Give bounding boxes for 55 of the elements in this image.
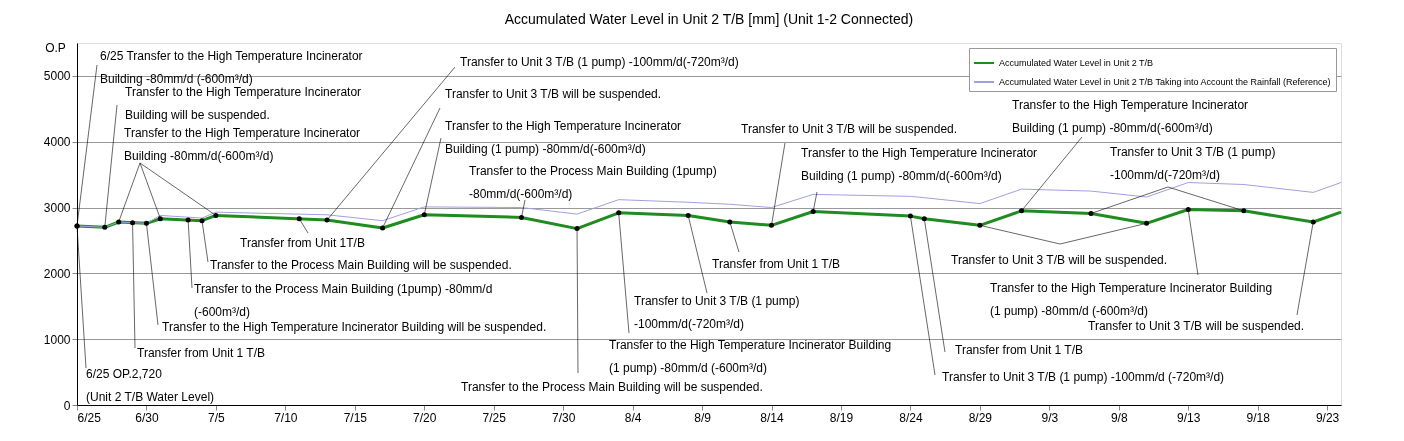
annotation: Transfer to Unit 3 T/B will be suspended. (445, 87, 662, 101)
annotation: Transfer from Unit 1T/B (240, 236, 365, 250)
x-tick-label: 8/29 (968, 410, 993, 425)
x-tick-label: 6/25 (77, 410, 102, 425)
annotation: Transfer to the High Temperature Incinerator Building will be suspended. (125, 85, 362, 122)
annotation: Transfer to the Process Main Building (1pump) -80mm/d (-600m³/d) (194, 282, 493, 319)
x-tick-label: 8/24 (899, 410, 923, 425)
x-tick-label: 7/25 (482, 410, 507, 425)
x-tick-label: 8/4 (624, 410, 642, 425)
annotation: Transfer to the High Temperature Incinerator Building will be suspended. (162, 320, 547, 334)
y-tick-label: 0 (63, 398, 71, 413)
x-tick-label: 8/14 (760, 410, 785, 425)
y-tick-label: 2000 (43, 266, 71, 281)
y-tick-label: 4000 (43, 135, 71, 150)
annotation: 6/25 Transfer to the High Temperature Incinerator Building -80mm/d (-600m³/d) (100, 49, 363, 86)
annotation: Transfer to the High Temperature Incinerator Building (1 pump) -80mm/d(-600m³/d) (801, 146, 1038, 183)
y-axis-title: O.P (45, 40, 66, 55)
annotation: Transfer from Unit 1 T/B (712, 257, 841, 271)
x-tick-label: 9/23 (1315, 410, 1340, 425)
x-tick-label: 9/13 (1177, 410, 1201, 425)
x-tick-label: 7/15 (343, 410, 368, 425)
legend-label: Accumulated Water Level in Unit 2 T/B (999, 58, 1154, 68)
x-tick-label: 8/9 (694, 410, 712, 425)
x-tick-label: 6/30 (135, 410, 159, 425)
annotation: Transfer to Unit 3 T/B (1 pump) -100mm/d(-720m³/d) (1110, 145, 1276, 182)
annotation: Transfer to the High Temperature Incinerator Building -80mm/d(-600m³/d) (124, 126, 361, 163)
annotation: Transfer from Unit 1 T/B (137, 346, 266, 360)
x-tick-label: 8/19 (829, 410, 854, 425)
annotation: Transfer to Unit 3 T/B will be suspended. (951, 253, 1168, 267)
annotation: Transfer from Unit 1 T/B (955, 343, 1084, 357)
annotation: Transfer to the High Temperature Incinerator Building (1 pump) -80mm/d(-600m³/d) (445, 119, 682, 156)
annotation: Transfer to Unit 3 T/B will be suspended. (741, 122, 958, 136)
chart-title: Accumulated Water Level in Unit 2 T/B [mm] (Unit 1-2 Connected) (504, 11, 914, 27)
annotation: Transfer to Unit 3 T/B (1 pump) -100mm/d (-720m³/d) (942, 370, 1225, 384)
x-tick-label: 7/20 (413, 410, 437, 425)
x-tick-label: 9/18 (1246, 410, 1271, 425)
x-tick-label: 7/10 (274, 410, 298, 425)
y-tick-label: 5000 (43, 69, 71, 84)
annotation: Transfer to Unit 3 T/B (1 pump) -100mm/d(-720m³/d) (634, 294, 800, 331)
y-tick-label: 1000 (43, 332, 71, 347)
annotation: Transfer to the Process Main Building (1pump) -80mm/d(-600m³/d) (469, 164, 717, 201)
x-tick-label: 9/8 (1110, 410, 1128, 425)
annotation: Transfer to the Process Main Building will be suspended. (461, 380, 763, 394)
legend-label: Accumulated Water Level in Unit 2 T/B Taking into Account the Rainfall (Reference) (999, 77, 1331, 87)
annotation: Transfer to the Process Main Building will be suspended. (210, 258, 512, 272)
x-tick-label: 7/5 (208, 410, 226, 425)
annotation: Transfer to Unit 3 T/B will be suspended. (1088, 319, 1305, 333)
x-tick-label: 9/3 (1041, 410, 1059, 425)
x-tick-label: 7/30 (551, 410, 576, 425)
annotation: 6/25 OP.2,720 (Unit 2 T/B Water Level) (86, 367, 215, 404)
annotation: Transfer to the High Temperature Incinerator Building (1 pump) -80mm/d (-600m³/d) (990, 281, 1273, 318)
annotation: Transfer to the High Temperature Incinerator Building (1 pump) -80mm/d(-600m³/d) (1012, 98, 1249, 135)
y-tick-label: 3000 (43, 201, 71, 216)
annotation: Transfer to the High Temperature Incinerator Building (1 pump) -80mm/d (-600m³/d) (609, 338, 892, 375)
annotation: Transfer to Unit 3 T/B (1 pump) -100mm/d(-720m³/d) (460, 55, 739, 69)
